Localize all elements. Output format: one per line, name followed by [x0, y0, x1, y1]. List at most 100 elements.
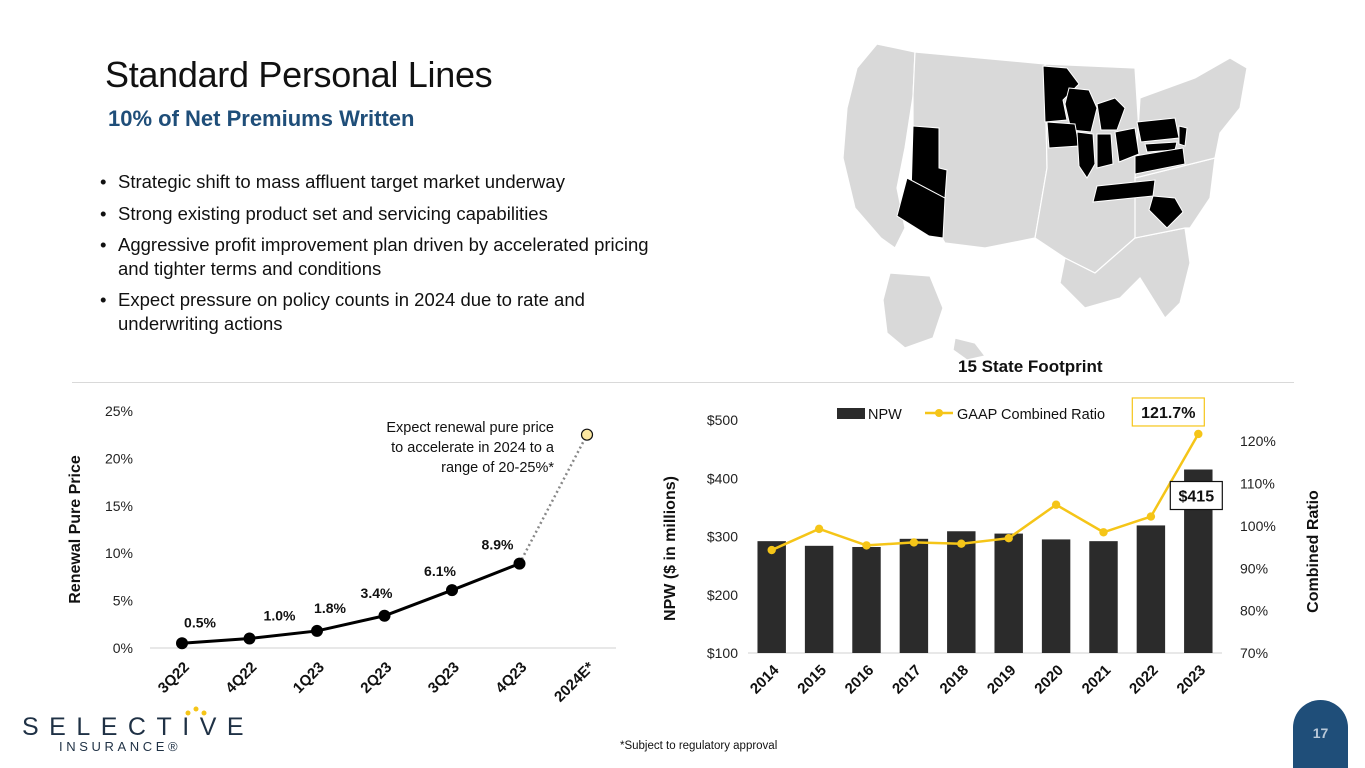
npw-bar	[947, 531, 976, 653]
section-divider	[72, 382, 1294, 383]
x-tick-label: 1Q23	[290, 659, 328, 697]
npw-bar	[1136, 525, 1166, 653]
selective-logo: SELECTIVE INSURANCE®	[22, 705, 244, 760]
data-point	[378, 609, 391, 622]
series-line	[181, 562, 521, 645]
npw-bar	[804, 545, 834, 653]
legend-label: GAAP Combined Ratio	[957, 407, 1105, 423]
bullet-item: Strategic shift to mass affluent target …	[98, 170, 658, 194]
map-state-minnesota	[1042, 65, 1080, 123]
y-axis-title: NPW ($ in millions)	[662, 476, 679, 621]
x-tick-label: 4Q23	[492, 659, 530, 697]
x-tick-label: 2014	[747, 661, 783, 697]
y2-tick-label: 70%	[1240, 645, 1268, 661]
bullet-item: Strong existing product set and servicin…	[98, 202, 658, 226]
renewal-pure-price-chart: 0% 5% 10% 15% 20% 25% Renewal Pure Price 3Q22 4Q…	[67, 403, 616, 706]
y2-axis-title: Combined Ratio	[1305, 490, 1322, 613]
map-region-south	[1059, 227, 1191, 319]
npw-bar	[852, 546, 881, 653]
npw-bar	[1041, 539, 1071, 653]
data-point	[446, 584, 458, 597]
data-label: 3.4%	[361, 585, 393, 601]
combined-ratio-point	[1004, 533, 1013, 543]
ratio-callout-label: 121.7%	[1141, 405, 1195, 422]
npw-bar	[1089, 541, 1118, 653]
data-label: 1.8%	[314, 600, 346, 616]
map-state-virginia	[1134, 147, 1186, 175]
map-state-illinois	[1076, 131, 1096, 179]
y2-tick-label: 100%	[1240, 518, 1276, 534]
data-label: 6.1%	[424, 563, 456, 579]
page-number-badge: 17	[1293, 700, 1348, 768]
page-subtitle: 10% of Net Premiums Written	[108, 106, 415, 131]
combined-ratio-point	[1099, 528, 1108, 537]
logo-wordmark: SELECTIVE	[22, 713, 255, 741]
x-tick-label: 2021	[1079, 662, 1115, 698]
annotation-text: Expect renewal pure price to accelerate i…	[386, 420, 555, 476]
ratio-callout-box	[1131, 397, 1205, 427]
data-point	[243, 632, 256, 645]
y-tick-label: 5%	[113, 593, 133, 609]
combined-ratio-point	[862, 541, 871, 550]
y2-tick-label: 110%	[1240, 476, 1275, 492]
map-state-pennsylvania	[1136, 117, 1180, 143]
y2-tick-label: 90%	[1240, 560, 1268, 576]
combined-ratio-point	[1146, 512, 1156, 521]
x-tick-label: 2019	[984, 662, 1020, 698]
y-tick-label: 15%	[105, 498, 133, 514]
x-tick-label: 2023	[1174, 662, 1210, 698]
x-tick-label: 2017	[889, 662, 925, 698]
x-tick-label: 3Q23	[425, 659, 463, 697]
bullet-list: Strategic shift to mass affluent target …	[98, 170, 658, 343]
npw-callout-label: $415	[1179, 489, 1215, 506]
map-caption: 15 State Footprint	[958, 357, 1103, 376]
data-point	[311, 624, 323, 637]
map-state-michigan	[1096, 97, 1126, 131]
data-label: 0.5%	[184, 614, 216, 630]
legend-swatch-npw	[837, 408, 865, 419]
npw-bar	[994, 533, 1023, 653]
projection-point	[580, 428, 594, 441]
data-point	[513, 557, 526, 570]
projection-line	[518, 434, 589, 565]
bullet-item: Expect pressure on policy counts in 2024…	[98, 288, 658, 335]
y-tick-label: $400	[707, 470, 738, 486]
x-tick-label: 2022	[1126, 662, 1162, 698]
x-tick-label: 2024E*	[551, 659, 598, 706]
x-tick-label: 4Q22	[222, 659, 260, 697]
y-tick-label: $500	[707, 412, 738, 428]
map-region-hawaii	[952, 337, 987, 361]
data-label: 1.0%	[264, 608, 296, 624]
combined-ratio-point	[909, 538, 919, 547]
y-tick-label: $100	[707, 645, 738, 661]
x-tick-label: 2018	[937, 662, 973, 698]
combined-ratio-point	[1051, 500, 1061, 509]
y-tick-label: 25%	[105, 403, 133, 419]
y-tick-label: 10%	[105, 545, 133, 561]
y2-tick-label: 120%	[1240, 433, 1276, 449]
bullet-item: Aggressive profit improvement plan drive…	[98, 233, 658, 280]
y-tick-label: 20%	[105, 450, 133, 466]
logo-tagline: INSURANCE®	[59, 739, 182, 754]
x-tick-label: 2Q23	[357, 659, 395, 697]
x-tick-label: 2015	[794, 662, 830, 698]
map-state-iowa	[1046, 121, 1080, 149]
combined-ratio-point	[814, 524, 824, 534]
map-region-alaska	[882, 272, 944, 349]
legend-label: NPW	[868, 407, 902, 423]
y2-tick-label: 80%	[1240, 603, 1268, 619]
y-tick-label: $200	[707, 587, 738, 603]
page-number: 17	[1312, 725, 1329, 741]
map-state-new-jersey	[1178, 125, 1188, 147]
x-tick-label: 2016	[842, 662, 878, 698]
combined-ratio-point	[1194, 429, 1203, 439]
combined-ratio-point	[767, 545, 776, 555]
us-state-map	[842, 43, 1248, 361]
npw-combined-ratio-chart: $100 $200 $300 $400 $500 70% 80% 90% 100% 110% 120…	[662, 397, 1322, 698]
combined-ratio-line	[771, 433, 1200, 552]
map-state-indiana	[1096, 133, 1114, 169]
footnote: *Subject to regulatory approval	[620, 740, 778, 752]
npw-bar	[899, 538, 929, 653]
data-point	[176, 637, 188, 650]
y-axis-title: Renewal Pure Price	[67, 455, 84, 604]
